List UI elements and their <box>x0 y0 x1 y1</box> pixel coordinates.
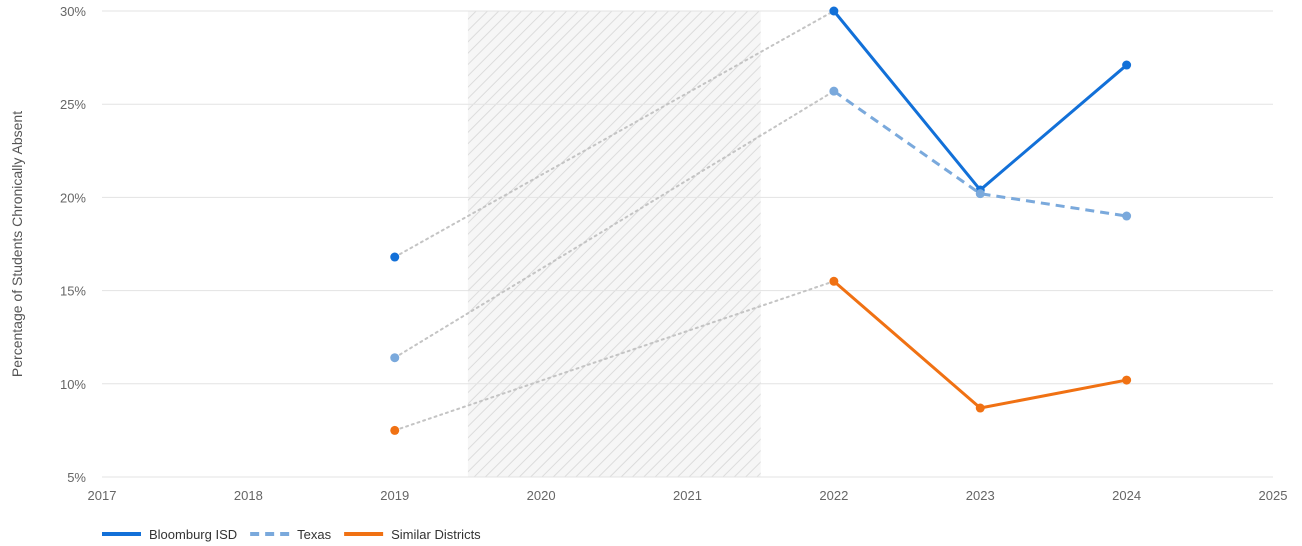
y-tick-label: 20% <box>60 190 86 205</box>
y-tick-label: 5% <box>67 470 86 485</box>
gap-connector-line <box>393 280 835 432</box>
gap-connector-line <box>393 10 835 259</box>
gap-connector-line <box>393 90 835 359</box>
series-line <box>832 10 1128 192</box>
data-point[interactable] <box>390 353 400 363</box>
data-point[interactable] <box>829 276 839 286</box>
data-point[interactable] <box>829 6 839 16</box>
x-tick-label: 2018 <box>234 488 263 503</box>
y-tick-label: 30% <box>60 4 86 19</box>
x-tick-label: 2022 <box>819 488 848 503</box>
data-point[interactable] <box>1122 375 1132 385</box>
series-similar-districts <box>390 276 1132 435</box>
data-point[interactable] <box>1122 211 1132 221</box>
x-tick-label: 2021 <box>673 488 702 503</box>
series-group <box>390 6 1132 435</box>
y-tick-label: 25% <box>60 97 86 112</box>
y-axis-title: Percentage of Students Chronically Absen… <box>9 111 25 377</box>
data-point[interactable] <box>390 425 400 435</box>
gap-connectors <box>393 10 835 432</box>
series-line <box>833 89 1127 218</box>
x-axis-ticks: 2017 2018 2019 2020 2021 2022 2023 2024 2025 <box>88 488 1288 503</box>
data-point[interactable] <box>829 86 839 96</box>
legend-label[interactable]: Bloomburg ISD <box>149 527 237 542</box>
series-line <box>832 280 1127 410</box>
y-axis-ticks: 5% 10% 15% 20% 25% 30% <box>60 4 86 485</box>
legend: Bloomburg ISD Texas Similar Districts <box>102 527 481 542</box>
data-point[interactable] <box>975 189 985 199</box>
data-point[interactable] <box>390 252 400 262</box>
data-point[interactable] <box>975 403 985 413</box>
x-tick-label: 2025 <box>1259 488 1288 503</box>
legend-label[interactable]: Texas <box>297 527 331 542</box>
x-tick-label: 2019 <box>380 488 409 503</box>
gridlines <box>102 10 1273 478</box>
x-tick-label: 2024 <box>1112 488 1141 503</box>
x-tick-label: 2020 <box>527 488 556 503</box>
data-point[interactable] <box>1122 60 1132 70</box>
legend-label[interactable]: Similar Districts <box>391 527 481 542</box>
series-texas <box>390 86 1132 363</box>
x-tick-label: 2017 <box>88 488 117 503</box>
x-tick-label: 2023 <box>966 488 995 503</box>
y-tick-label: 10% <box>60 377 86 392</box>
y-tick-label: 15% <box>60 284 86 299</box>
pandemic-gap-band <box>467 11 761 477</box>
